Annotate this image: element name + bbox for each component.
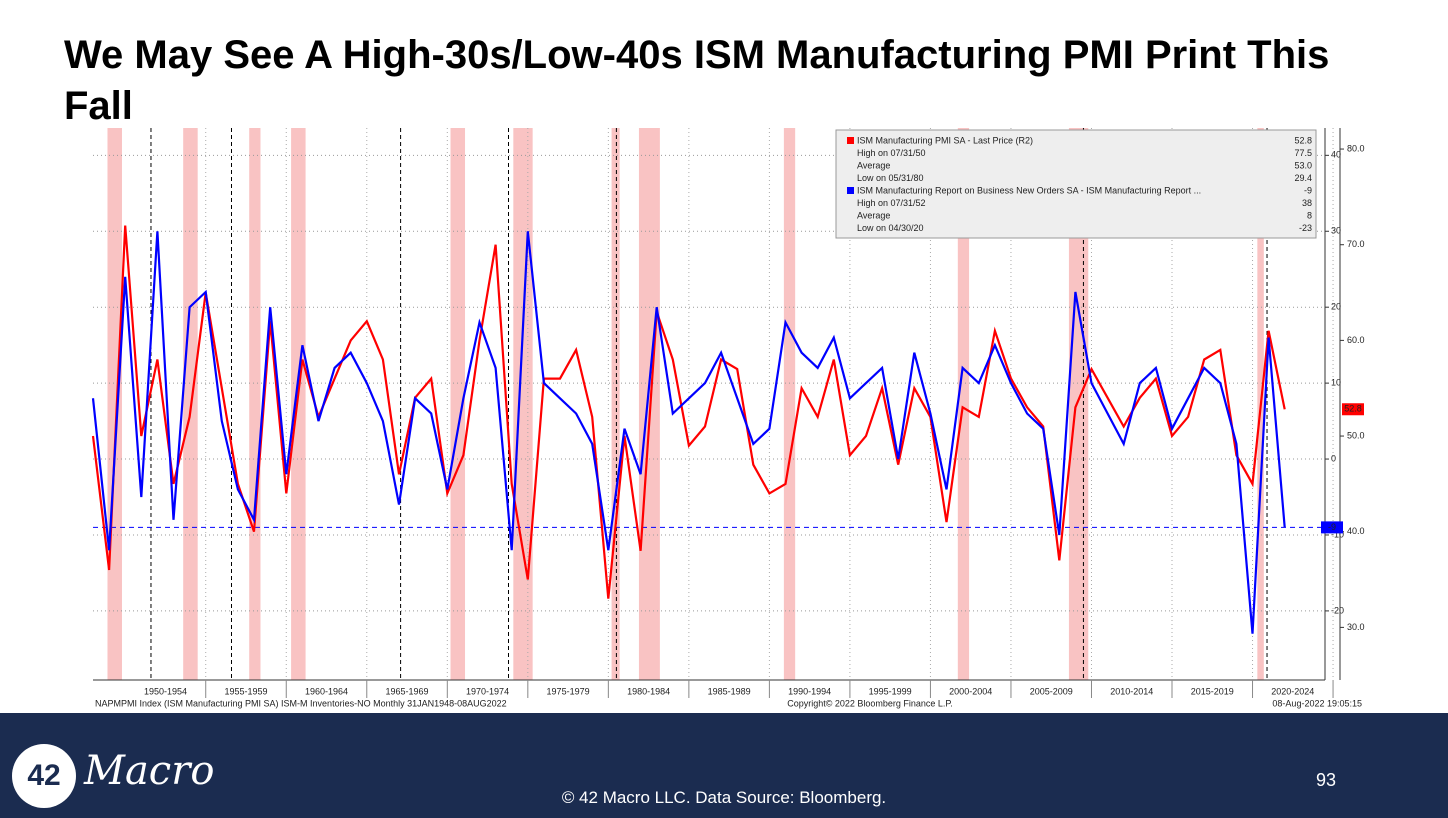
x-tick-label: 2005-2009 xyxy=(1030,686,1073,696)
legend-stat-value: 38 xyxy=(1302,198,1312,208)
x-tick-label: 1970-1974 xyxy=(466,686,509,696)
shaded-period xyxy=(957,128,970,680)
y-tick-label: 10 xyxy=(1331,377,1341,387)
last-value-tag xyxy=(1321,521,1343,534)
legend-stat-label: Low on 04/30/20 xyxy=(857,223,924,233)
timestamp: 08-Aug-2022 19:05:15 xyxy=(1272,698,1362,708)
shaded-period xyxy=(249,128,261,680)
legend-label: ISM Manufacturing PMI SA - Last Price (R… xyxy=(857,135,1033,145)
legend-stat-label: High on 07/31/50 xyxy=(857,148,926,158)
page-number: 93 xyxy=(1316,770,1337,790)
y2-tick-label: 60.0 xyxy=(1347,335,1365,345)
y2-tick-label: 40.0 xyxy=(1347,526,1365,536)
legend-value: 52.8 xyxy=(1294,135,1312,145)
x-tick-label: 2010-2014 xyxy=(1110,686,1153,696)
y2-tick-label: 50.0 xyxy=(1347,430,1365,440)
x-tick-label: 2020-2024 xyxy=(1271,686,1314,696)
legend-stat-value: -23 xyxy=(1299,223,1312,233)
legend-stat-label: High on 07/31/52 xyxy=(857,198,926,208)
shaded-period xyxy=(107,128,122,680)
legend-stat-label: Low on 05/31/80 xyxy=(857,173,924,183)
y2-tick-label: 30.0 xyxy=(1347,622,1365,632)
y-tick-label: 40 xyxy=(1331,150,1341,160)
x-tick-label: 1965-1969 xyxy=(386,686,429,696)
legend-stat-value: 29.4 xyxy=(1294,173,1312,183)
x-tick-label: 1975-1979 xyxy=(547,686,590,696)
legend-stat-label: Average xyxy=(857,160,890,170)
x-tick-label: 1955-1959 xyxy=(224,686,267,696)
logo-text: Macro xyxy=(84,748,215,794)
last-value-tag xyxy=(1342,403,1364,416)
legend-stat-value: 53.0 xyxy=(1294,160,1312,170)
shaded-period xyxy=(450,128,466,680)
x-tick-label: 1960-1964 xyxy=(305,686,348,696)
shaded-period xyxy=(513,128,533,680)
series-line xyxy=(91,231,1286,634)
y2-tick-label: 80.0 xyxy=(1347,143,1365,153)
footer-band xyxy=(0,713,1448,818)
x-tick-label: 1995-1999 xyxy=(869,686,912,696)
legend-box xyxy=(835,129,1317,239)
legend-value: -9 xyxy=(1304,185,1312,195)
shaded-period xyxy=(611,128,620,680)
y-tick-label: 30 xyxy=(1331,226,1341,236)
shaded-period xyxy=(291,128,306,680)
x-tick-label: 2015-2019 xyxy=(1191,686,1234,696)
legend-stat-value: 77.5 xyxy=(1294,148,1312,158)
y2-tick-label: 70.0 xyxy=(1347,239,1365,249)
x-tick-label: 2000-2004 xyxy=(949,686,992,696)
x-tick-label: 1980-1984 xyxy=(627,686,670,696)
legend-stat-value: 8 xyxy=(1307,210,1312,220)
slide-title: We May See A High-30s/Low-40s ISM Manufa… xyxy=(64,33,1330,128)
x-tick-label: 1985-1989 xyxy=(708,686,751,696)
x-tick-label: 1990-1994 xyxy=(788,686,831,696)
legend-stat-label: Average xyxy=(857,210,890,220)
legend-swatch xyxy=(847,187,854,194)
series-line xyxy=(91,225,1286,599)
y-tick-label: 20 xyxy=(1331,302,1341,312)
y-tick-label: 0 xyxy=(1331,453,1336,463)
last-value-label: -9 xyxy=(1328,522,1336,532)
y-tick-label: -10 xyxy=(1331,529,1344,539)
legend-swatch xyxy=(847,137,854,144)
source-note: NAPMPMI Index (ISM Manufacturing PMI SA)… xyxy=(95,698,507,708)
logo-number: 42 xyxy=(12,744,76,808)
copyright: Copyright© 2022 Bloomberg Finance L.P. xyxy=(787,698,953,708)
last-value-label: 52.8 xyxy=(1344,404,1362,414)
footer-text: © 42 Macro LLC. Data Source: Bloomberg. xyxy=(561,788,887,807)
legend-label: ISM Manufacturing Report on Business New… xyxy=(857,185,1201,195)
x-tick-label: 1950-1954 xyxy=(144,686,187,696)
y-tick-label: -20 xyxy=(1331,605,1344,615)
shaded-period xyxy=(783,128,796,680)
